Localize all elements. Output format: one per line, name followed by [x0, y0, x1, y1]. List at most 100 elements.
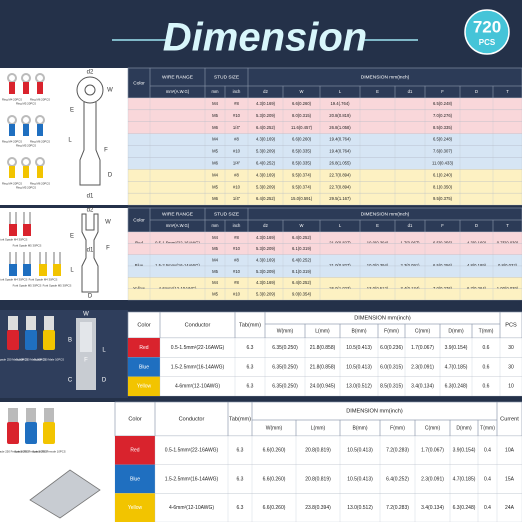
cell-text: 22.7(0.894) [329, 184, 351, 189]
diagram-label: L [70, 268, 74, 274]
cell-text: 24.0(0.945) [310, 384, 336, 390]
image-label: Spade 250 Male 10PCS [34, 358, 64, 362]
cell-text: 4.3(0.169) [256, 101, 276, 106]
cell-text: 20.8(0.819) [329, 113, 351, 118]
header-label: F(mm) [384, 328, 399, 334]
cell-text: 4.8(0.189) [467, 263, 487, 268]
cell-text: M6 [212, 125, 218, 130]
image-panel [0, 208, 128, 300]
diagram-label: F [106, 246, 110, 252]
header-label: Color [133, 217, 145, 223]
cell-text: M5 [212, 246, 218, 251]
cell-text: 4.3(0.169) [256, 172, 276, 177]
cell-text: 5.3(0.209) [256, 184, 276, 189]
header-label: T(mm) [479, 328, 494, 334]
table-row [127, 121, 522, 134]
table-header [127, 67, 522, 99]
cell-text: 10.5(0.413) [347, 476, 373, 482]
cell-text: 6.3(0.248) [445, 384, 468, 390]
header-label: C(mm) [425, 425, 441, 431]
header-label: B(mm) [353, 425, 368, 431]
cell-text: M6 [212, 196, 218, 201]
color-cell [128, 376, 160, 396]
cell-text: 0.6 [483, 384, 490, 390]
cell-text: 0.4 [484, 448, 491, 454]
diagram-label: D [88, 294, 93, 300]
cell-text: #8 [234, 101, 239, 106]
image-label: Ring M5 20PCS [16, 186, 36, 190]
header-label: C(mm) [415, 328, 431, 334]
diagram-label: D [108, 173, 113, 179]
cell-text: 0.4 [484, 505, 491, 511]
cell-text: 13.0(0.512) [347, 505, 373, 511]
cell-text: 30 [508, 364, 514, 370]
header-label: Current [500, 416, 519, 422]
cell-text: 1/4" [233, 125, 241, 130]
cell-text: 3.9(0.154) [445, 345, 468, 351]
cell-text: 5.3(0.209) [256, 246, 276, 251]
diagram-label: D [102, 378, 107, 384]
cell-text: 6.35(0.250) [272, 384, 298, 390]
diagram-label: E [70, 108, 74, 114]
cell-text: 8.0(0.315) [292, 113, 312, 118]
image-label: Fork Spade M4 30PCS [0, 278, 28, 282]
header-label: d1 [408, 223, 413, 228]
header-label: Tab(mm) [239, 322, 261, 328]
header-label: D [475, 89, 478, 94]
cell-text: 0.5-1.5mm²(22-16AWG) [165, 448, 219, 454]
cell-text: 0.75(0.030) [497, 240, 519, 245]
cell-text: 6.3 [237, 448, 244, 454]
cell-text: 21.0(0.827) [329, 263, 351, 268]
header-label: mm [212, 89, 219, 94]
cell-text: M4 [212, 137, 218, 142]
cell-text: 1.5-2.5mm²(16-14AWG) [155, 263, 200, 268]
image-label: Spade 250 Female 20PCS [14, 450, 47, 454]
cell-text: 8.5(0.335) [433, 125, 453, 130]
cell-text: 6.4(0.252) [292, 280, 312, 285]
cell-text: 1.7(0.067) [421, 448, 444, 454]
header-label: Conductor [179, 416, 205, 422]
image-label: Fork Spade M5 30PCS [43, 284, 72, 288]
cell-text: M4 [212, 280, 218, 285]
cell-text: 6.4(0.252) [256, 196, 276, 201]
cell-text: M6 [212, 160, 218, 165]
color-cell [128, 338, 160, 358]
diagram-label: d1 [87, 194, 94, 200]
cell-text: 3.4(0.134) [421, 505, 444, 511]
cell-text: 13.0(0.512) [346, 384, 372, 390]
table-row [127, 169, 522, 182]
header-label: T [506, 89, 509, 94]
cell-text: 6.3(0.248) [453, 505, 476, 511]
header-label: DIMENSION mm(inch) [346, 408, 403, 414]
header-label: L(mm) [311, 425, 326, 431]
cell-text: M5 [212, 291, 218, 296]
header-label: inch [233, 89, 241, 94]
cell-text: 6.6(0.260) [292, 101, 312, 106]
header-label: D [475, 223, 478, 228]
image-label: Spade 250 Male 20PCS [0, 358, 28, 362]
cell-text: 22.7(0.894) [329, 172, 351, 177]
color-cell [115, 464, 155, 494]
cell-text: 6.4(0.252) [256, 125, 276, 130]
cell-text: 6.5(0.248) [433, 137, 453, 142]
table-row [127, 109, 522, 122]
cell-text: 2.3(0.091) [421, 476, 444, 482]
cell-text: 19.4(0.764) [329, 137, 351, 142]
image-label: Fork Spade M5 30PCS [13, 244, 42, 248]
image-label: Fork Spade M5 30PCS [13, 284, 42, 288]
header-label: D(mm) [456, 425, 472, 431]
cell-text: 6.35(0.250) [272, 364, 298, 370]
cell-text: 6.6(0.260) [292, 137, 312, 142]
diagram-label: B [68, 338, 72, 344]
cell-text: 11.6(0.457) [291, 125, 313, 130]
table-row [114, 493, 522, 522]
diagram-label: d2 [87, 208, 94, 214]
header-label: mm [212, 223, 219, 228]
cell-text: 8.5(0.315) [380, 384, 403, 390]
cell-text: 6.4(0.252) [292, 235, 312, 240]
table-row [127, 243, 522, 255]
cell-text: 10 [508, 384, 514, 390]
cell-text: 4.3(0.169) [467, 240, 487, 245]
image-label: Ring M6 20PCS [30, 98, 50, 102]
cell-text: #10 [233, 149, 241, 154]
